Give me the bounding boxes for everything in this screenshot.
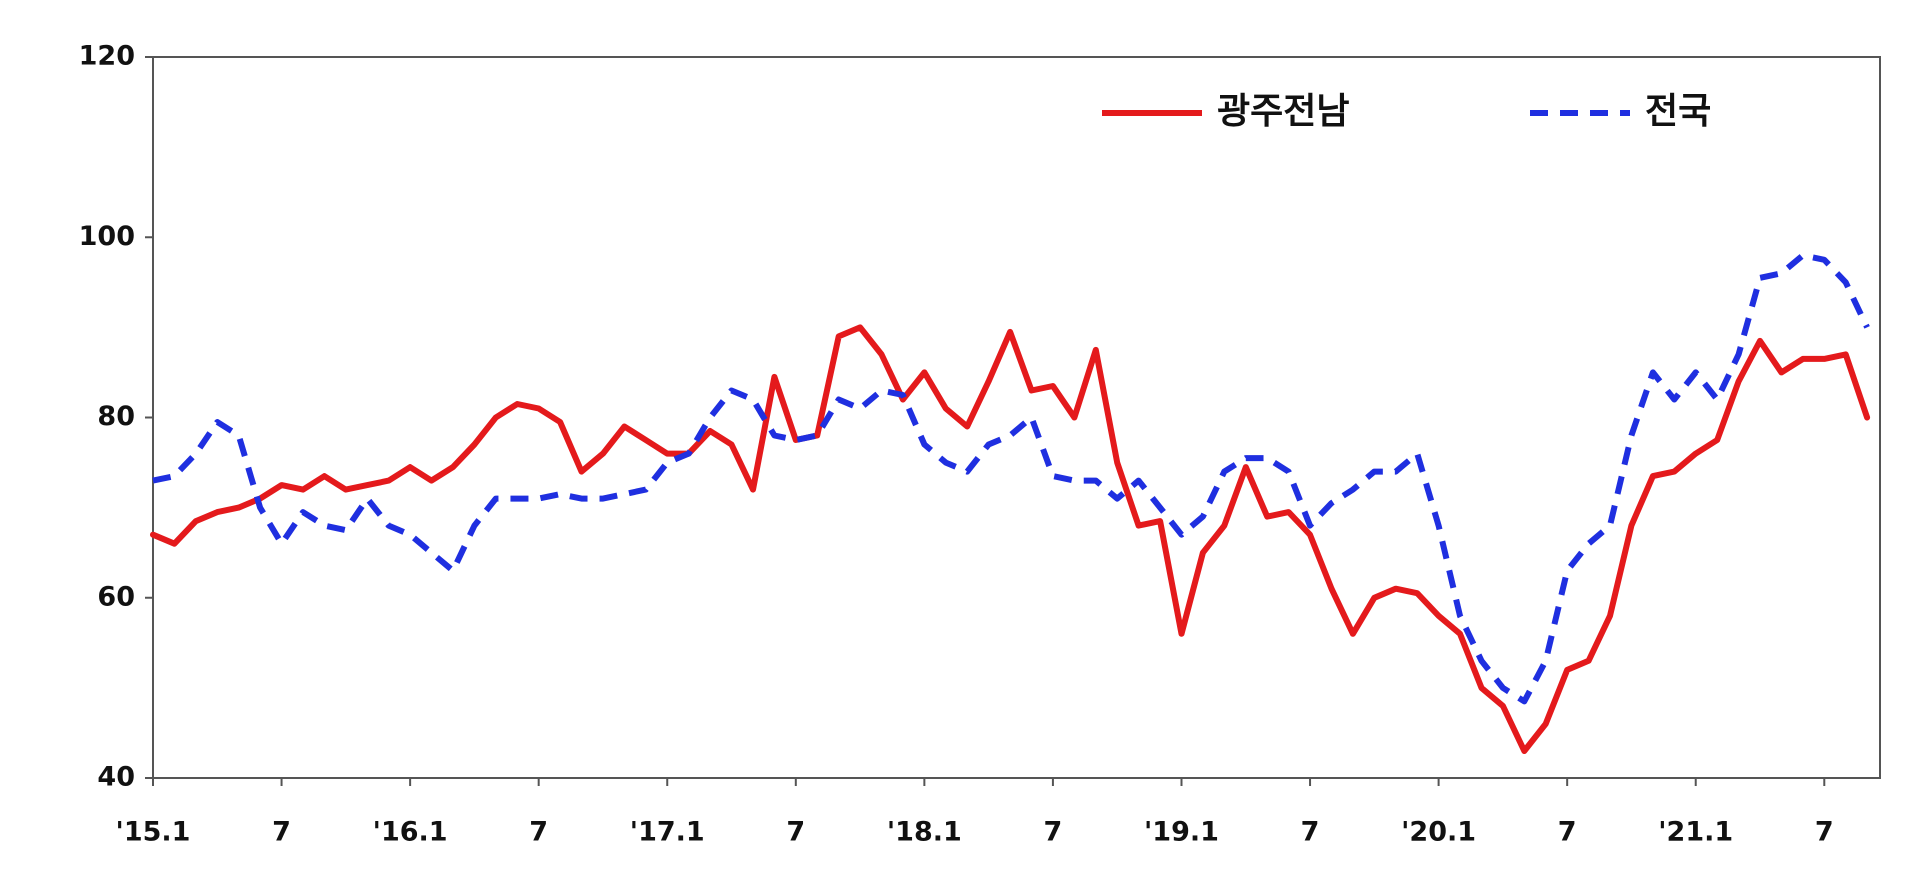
y-tick-label: 120 xyxy=(79,41,135,72)
x-tick-label: 7 xyxy=(1301,817,1320,848)
legend-label: 전국 xyxy=(1645,91,1711,132)
y-tick-label: 80 xyxy=(97,401,135,432)
x-tick-label: 7 xyxy=(1815,817,1834,848)
x-tick-label: 7 xyxy=(1558,817,1577,848)
series-line xyxy=(152,252,1870,705)
y-tick-label: 100 xyxy=(79,221,135,252)
x-tick-label: 7 xyxy=(786,817,805,848)
x-tick-label: 7 xyxy=(529,817,548,848)
x-tick-label: 7 xyxy=(1044,817,1063,848)
plot-frame xyxy=(152,56,1881,779)
x-tick-label: '20.1 xyxy=(1401,817,1476,848)
x-tick-label: '18.1 xyxy=(887,817,962,848)
y-tick-label: 40 xyxy=(97,762,135,793)
x-tick-label: '15.1 xyxy=(116,817,191,848)
x-tick-label: '17.1 xyxy=(630,817,705,848)
x-tick-label: '19.1 xyxy=(1144,817,1219,848)
x-tick-label: '16.1 xyxy=(373,817,448,848)
legend-label: 광주전남 xyxy=(1217,91,1349,132)
series-line xyxy=(150,324,1871,754)
x-tick-label: 7 xyxy=(272,817,291,848)
y-tick-label: 60 xyxy=(97,581,135,612)
x-tick-label: '21.1 xyxy=(1658,817,1733,848)
